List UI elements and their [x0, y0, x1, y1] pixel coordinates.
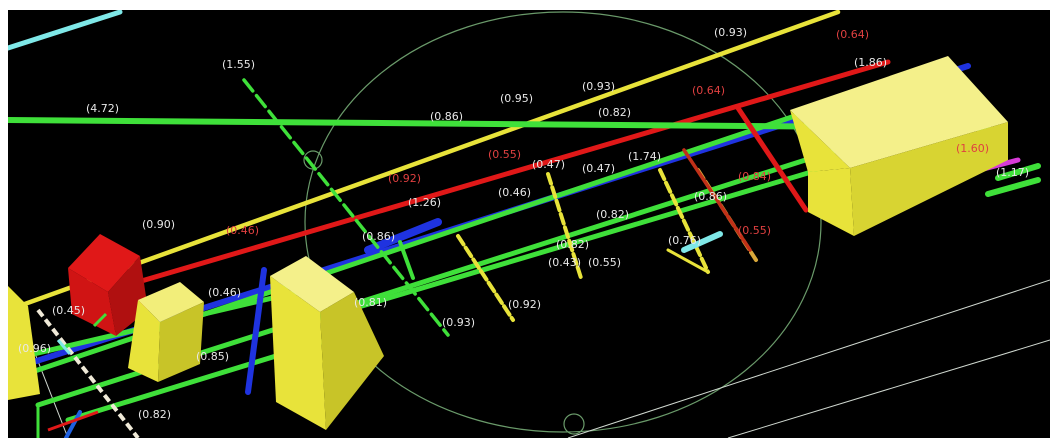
drillhole-green-4: [285, 167, 821, 331]
drillhole-green-steep: [242, 78, 450, 337]
yellow-block-small-top: [138, 282, 204, 322]
interval-label: (0.95): [500, 92, 533, 105]
interval-label: (1.74): [628, 150, 661, 163]
interval-label: (0.84): [738, 170, 771, 183]
interval-label: (0.82): [138, 408, 171, 421]
interval-label: (0.92): [388, 172, 421, 185]
drillhole-blue-short: [364, 218, 442, 254]
interval-label: (4.72): [86, 102, 119, 115]
axis-marker-cyan: [56, 339, 72, 355]
interval-label: (0.64): [692, 84, 725, 97]
search-radius-circle: [304, 11, 822, 433]
interval-label: (1.55): [222, 58, 255, 71]
yellow-block-center-side: [320, 292, 384, 430]
axis-marker-red: [47, 410, 99, 432]
interval-label: (0.46): [498, 186, 531, 199]
interval-label: (0.82): [598, 106, 631, 119]
drillhole-yellow-long: [8, 10, 841, 313]
drillhole-green-right-a: [995, 163, 1041, 181]
drillhole-yellow-steep-5: [666, 248, 710, 274]
interval-label: (0.90): [142, 218, 175, 231]
red-block-front: [68, 234, 140, 292]
yellow-block-center-top: [270, 256, 354, 312]
interval-label: (1.60): [956, 142, 989, 155]
interval-label: (0.43): [548, 256, 581, 269]
yellow-block-right-face: [790, 110, 850, 172]
yellow-block-small-side: [158, 302, 204, 382]
interval-label: (0.46): [208, 286, 241, 299]
drillhole-green-steep-2: [398, 240, 415, 280]
interval-label: (0.86): [694, 190, 727, 203]
interval-label: (0.76): [668, 234, 701, 247]
interval-label: (0.55): [488, 148, 521, 161]
interval-label: (1.86): [854, 56, 887, 69]
interval-label: (0.93): [714, 26, 747, 39]
drillhole-red-steep-2: [682, 148, 752, 252]
drillhole-blue-steep: [245, 267, 267, 395]
drillhole-blue-steep-small: [64, 410, 82, 438]
interval-label: (1.17): [996, 166, 1029, 179]
interval-label: (0.82): [596, 208, 629, 221]
interval-label: (0.85): [196, 350, 229, 363]
grid-line: [727, 339, 1050, 438]
interval-label: (0.47): [532, 158, 565, 171]
drillhole-green-right-b: [985, 177, 1041, 197]
interval-label: (0.82): [556, 238, 589, 251]
interval-label: (0.96): [18, 342, 51, 355]
drillhole-yellow-steep-3: [658, 168, 710, 274]
interval-label: (0.92): [508, 298, 541, 311]
drillhole-red-steep-1: [735, 105, 809, 213]
circle-marker-bottom: [563, 413, 585, 435]
grid-line: [567, 279, 1050, 438]
interval-label: (0.81): [354, 296, 387, 309]
yellow-block-right-side: [850, 122, 1008, 236]
interval-label: (0.64): [836, 28, 869, 41]
interval-label: (0.86): [362, 230, 395, 243]
drillhole-yellow-steep-1: [456, 234, 515, 322]
drillhole-white-dashed: [36, 308, 140, 438]
yellow-block-center-front: [270, 276, 326, 430]
drillhole-3d-view: (4.72) (1.55) (0.90) (0.93) (0.93) (0.86…: [8, 10, 1050, 438]
interval-label: (0.45): [52, 304, 85, 317]
yellow-block-right-front: [808, 168, 854, 236]
interval-label: (0.93): [442, 316, 475, 329]
interval-label: (0.55): [588, 256, 621, 269]
drillhole-cyan-short: [681, 231, 723, 253]
interval-label: (0.93): [582, 80, 615, 93]
axis-marker-green-small: [92, 312, 108, 328]
interval-label: (0.47): [582, 162, 615, 175]
interval-label: (0.55): [738, 224, 771, 237]
interval-label: (0.86): [430, 110, 463, 123]
drillhole-yellow-steep-2: [546, 172, 583, 280]
yellow-block-edge-left: [8, 286, 40, 400]
drillhole-red-long: [135, 59, 891, 285]
drillhole-cyan-top: [8, 10, 123, 51]
red-block-face: [68, 268, 116, 336]
yellow-block-right-top: [790, 56, 1008, 168]
yellow-block-small-front: [128, 300, 160, 382]
interval-label: (1.26): [408, 196, 441, 209]
interval-label: (0.46): [226, 224, 259, 237]
